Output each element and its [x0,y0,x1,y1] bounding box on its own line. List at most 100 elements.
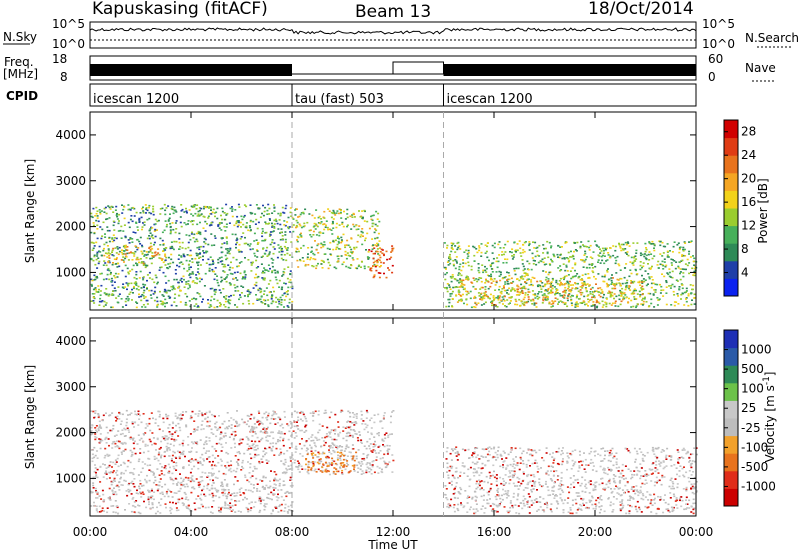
echo-cell [124,448,127,451]
echo-cell [505,261,508,264]
echo-cell [629,261,632,263]
echo-cell [90,430,92,433]
echo-cell [157,459,160,462]
echo-cell [328,451,331,453]
echo-cell [640,287,643,289]
echo-cell [133,478,136,480]
echo-cell [239,296,242,299]
echo-cell [210,233,213,235]
echo-cell [151,234,154,236]
echo-cell [298,215,301,218]
echo-cell [333,451,336,454]
echo-cell [208,461,211,463]
echo-cell [318,215,321,218]
echo-cell [170,285,173,288]
echo-cell [458,245,461,247]
echo-cell [279,232,282,234]
echo-cell [194,282,197,284]
echo-cell [149,440,152,443]
echo-cell [183,222,186,224]
echo-cell [185,505,188,508]
echo-cell [137,434,140,436]
echo-cell [583,245,586,248]
echo-cell [146,237,149,240]
echo-cell [346,208,349,211]
echo-cell [191,223,194,226]
echo-cell [301,455,304,457]
echo-cell [348,451,351,453]
echo-cell [121,429,124,431]
echo-cell [142,211,145,214]
echo-cell [128,503,131,505]
echo-cell [112,220,115,223]
echo-cell [449,293,452,295]
echo-cell [314,228,317,230]
echo-cell [493,242,496,245]
echo-cell [502,247,505,249]
echo-cell [574,282,576,284]
echo-cell [112,470,115,472]
echo-cell [365,447,368,450]
echo-cell [484,244,487,246]
echo-cell [530,279,533,281]
echo-cell [528,284,531,286]
echo-cell [579,279,582,281]
echo-cell [344,244,346,247]
echo-cell [631,281,634,283]
echo-cell [90,300,93,302]
colorbar-swatch [724,243,738,262]
echo-cell [186,270,189,272]
echo-cell [174,477,177,480]
echo-cell [497,297,500,299]
echo-cell [569,296,572,298]
echo-cell [568,293,571,295]
colorbar-swatch [724,260,738,279]
echo-cell [241,218,244,221]
echo-cell [189,451,191,453]
echo-cell [594,265,597,268]
echo-cell [572,284,575,286]
echo-cell [184,293,187,295]
echo-cell [492,262,495,264]
echo-cell [90,433,93,436]
echo-cell [383,254,385,257]
echo-cell [286,423,289,425]
echo-cell [115,420,118,422]
echo-cell [240,511,242,513]
echo-cell [171,496,174,498]
echo-cell [241,465,243,468]
echo-cell [191,298,194,300]
echo-cell [503,295,506,298]
echo-cell [506,279,508,281]
echo-cell [546,251,549,254]
echo-cell [444,287,446,289]
echo-cell [223,218,226,221]
echo-cell [117,222,120,225]
echo-cell [154,512,157,515]
echo-cell [191,271,194,273]
echo-cell [96,224,99,227]
echo-cell [259,420,262,423]
echo-cell [291,300,294,303]
echo-cell [327,261,330,264]
echo-cell [309,444,311,447]
echo-cell [90,278,93,281]
echo-cell [520,255,523,257]
echo-cell [235,494,238,497]
echo-cell [167,256,170,259]
echo-cell [95,491,98,493]
echo-cell [111,306,114,309]
echo-cell [229,247,232,250]
echo-cell [282,273,285,276]
echo-cell [626,253,628,255]
echo-cell [556,289,559,291]
echo-cell [147,498,150,501]
echo-cell [458,286,461,288]
echo-cell [98,505,101,508]
echo-cell [252,429,254,432]
echo-cell [145,264,148,267]
echo-cell [158,257,161,259]
echo-cell [263,210,266,213]
echo-cell [92,484,95,487]
echo-cell [546,296,549,299]
